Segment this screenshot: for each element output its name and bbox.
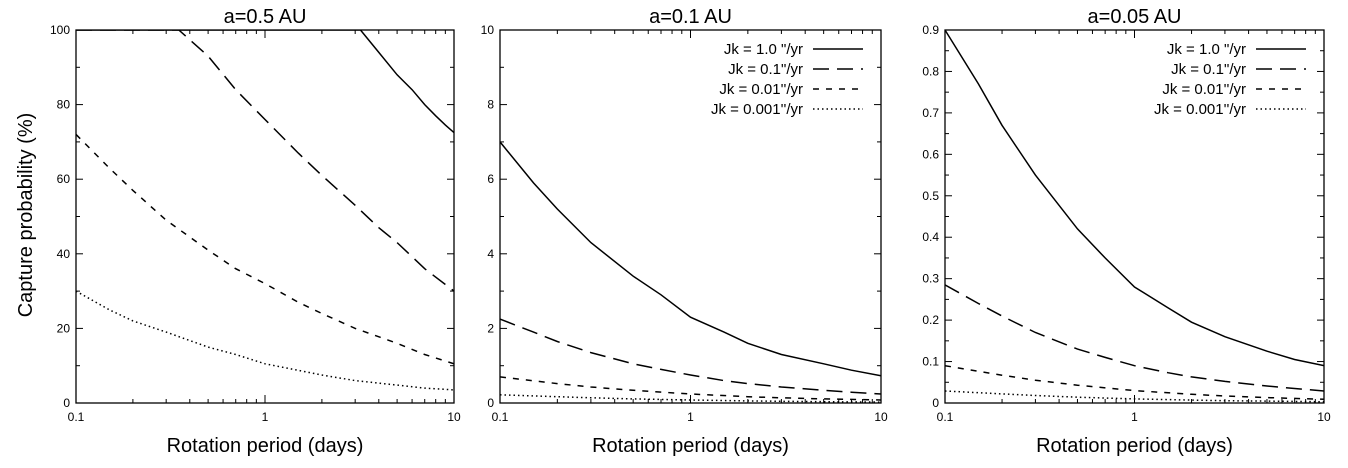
y-tick-label: 0.3 <box>922 272 939 286</box>
series-group <box>500 141 881 403</box>
y-tick-label: 0.1 <box>922 355 939 369</box>
series-line-3 <box>945 364 1324 401</box>
y-tick-label: 0.8 <box>922 64 939 78</box>
y-tick-label: 0.6 <box>922 147 939 161</box>
legend: Jk = 1.0 "/yr Jk = 0.1"/yr Jk = 0.01''/yr J… <box>1154 41 1306 118</box>
y-tick-label: 0 <box>63 396 70 410</box>
chart-title: a=0.5 AU <box>224 6 307 28</box>
y-tick-label: 0.5 <box>922 189 939 203</box>
y-tick-label: 0.7 <box>922 106 939 120</box>
y-tick-label: 100 <box>50 23 70 37</box>
chart-panel-3: 00.10.20.30.40.50.60.70.80.90.1 1 10a=0.05… <box>922 6 1331 457</box>
series-group <box>945 30 1324 403</box>
y-tick-label: 0.2 <box>922 313 939 327</box>
y-tick-label: 0 <box>487 396 494 410</box>
series-line-3 <box>76 133 454 365</box>
series-line-1 <box>500 141 881 377</box>
y-tick-label: 0.4 <box>922 230 939 244</box>
plot-frame <box>75 29 455 404</box>
x-tick-label: 10 <box>1317 410 1331 424</box>
chart-panel-1: 0 20 40 60 80 100 0.1 1 10 a=0.5 AU Rotation perio… <box>50 6 461 457</box>
chart-panel-2: 0 2 4 6 8 10 0.1 1 10 a=0.1 AU Rotation period (da… <box>481 6 888 457</box>
plot-frame <box>944 29 1325 404</box>
x-tick-label: 10 <box>447 410 461 424</box>
y-tick-label: 8 <box>487 98 494 112</box>
series-line-4 <box>76 290 454 391</box>
x-axis-label: Rotation period (days) <box>167 435 364 457</box>
x-axis-label: Rotation period (days) <box>1036 435 1233 457</box>
y-tick-label: 4 <box>487 247 494 261</box>
y-tick-label: 60 <box>57 172 71 186</box>
y-tick-label: 20 <box>57 321 71 335</box>
y-tick-label: 0.9 <box>922 23 939 37</box>
series-line-2 <box>76 30 454 292</box>
x-tick-label: 0.1 <box>937 410 954 424</box>
legend-label: Jk = 1.0 "/yr <box>1167 41 1246 58</box>
y-tick-label: 6 <box>487 172 494 186</box>
y-tick-label: 40 <box>57 247 71 261</box>
series-group <box>76 30 454 391</box>
legend: Jk = 1.0 "/yr Jk = 0.1"/yr Jk = 0.01''/yr J… <box>711 41 863 118</box>
y-tick-label: 80 <box>57 98 71 112</box>
x-axis-label: Rotation period (days) <box>592 435 789 457</box>
y-tick-label: 0 <box>932 396 939 410</box>
series-line-3 <box>500 376 881 401</box>
y-tick-label: 10 <box>481 23 495 37</box>
x-tick-label: 0.1 <box>492 410 509 424</box>
x-tick-label: 10 <box>874 410 888 424</box>
legend-label: Jk = 1.0 "/yr <box>724 41 803 58</box>
series-line-2 <box>945 284 1324 392</box>
x-tick-label: 1 <box>262 410 269 424</box>
legend-label: Jk = 0.1"/yr <box>1171 61 1246 78</box>
series-line-4 <box>945 390 1324 403</box>
series-line-1 <box>76 30 454 134</box>
series-line-2 <box>500 318 881 395</box>
legend-label: Jk = 0.01''/yr <box>719 81 803 98</box>
x-tick-label: 0.1 <box>68 410 85 424</box>
plot-frame <box>499 29 882 404</box>
series-line-4 <box>500 394 881 403</box>
y-tick-label: 2 <box>487 321 494 335</box>
chart-title: a=0.05 AU <box>1088 6 1182 28</box>
legend-label: Jk = 0.1"/yr <box>728 61 803 78</box>
legend-label: Jk = 0.01''/yr <box>1162 81 1246 98</box>
x-tick-label: 1 <box>687 410 694 424</box>
chart-title: a=0.1 AU <box>649 6 732 28</box>
figure-y-axis-label: Capture probability (%) <box>15 113 37 318</box>
series-line-1 <box>945 30 1324 367</box>
x-tick-label: 1 <box>1131 410 1138 424</box>
legend-label: Jk = 0.001''/yr <box>1154 101 1246 118</box>
legend-label: Jk = 0.001''/yr <box>711 101 803 118</box>
